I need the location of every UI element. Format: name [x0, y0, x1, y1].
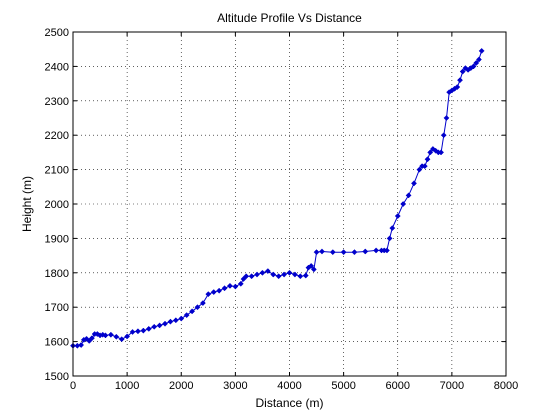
data-point: [362, 248, 369, 255]
y-tick-label: 2400: [45, 61, 69, 73]
data-point: [248, 273, 255, 280]
data-point: [178, 315, 185, 322]
data-point: [405, 192, 412, 199]
data-point: [259, 269, 266, 276]
data-point: [113, 333, 120, 340]
y-axis-label: Height (m): [20, 176, 34, 232]
series-layer: [70, 47, 485, 349]
data-point: [351, 249, 358, 256]
data-point: [156, 322, 163, 329]
data-point: [297, 273, 304, 280]
y-tick-label: 1800: [45, 268, 69, 280]
data-point: [286, 269, 293, 276]
data-point: [232, 283, 239, 290]
data-point: [162, 320, 168, 327]
data-point: [243, 273, 250, 280]
data-point: [205, 291, 212, 298]
data-point: [411, 180, 417, 187]
data-point: [400, 201, 407, 207]
data-point: [88, 335, 95, 342]
y-tick-label: 1600: [45, 337, 69, 349]
data-point: [302, 272, 309, 279]
data-point: [167, 318, 174, 325]
data-point: [102, 332, 109, 339]
data-point: [310, 266, 317, 273]
data-point: [424, 156, 431, 163]
y-tick-label: 2300: [45, 96, 69, 108]
data-point: [124, 333, 131, 340]
x-tick-label: 6000: [386, 380, 410, 392]
y-tick-label: 2000: [45, 199, 69, 211]
data-point: [308, 262, 315, 269]
x-tick-label: 4000: [277, 380, 301, 392]
data-point: [227, 282, 233, 289]
y-tick-label: 1500: [45, 371, 69, 383]
data-point: [183, 312, 190, 319]
tick-labels: 0 1000 2000 3000 4000 5000 6000 7000 8000 1500 160…: [45, 27, 519, 392]
y-tick-label: 1700: [45, 302, 69, 314]
data-point: [373, 247, 380, 254]
y-tick-label: 2500: [45, 27, 69, 39]
data-point: [151, 323, 158, 330]
x-tick-label: 5000: [331, 380, 355, 392]
x-tick-label: 3000: [223, 380, 247, 392]
data-point: [440, 132, 447, 139]
data-point: [470, 63, 477, 70]
y-tick-label: 2200: [45, 130, 69, 142]
data-point: [383, 247, 390, 254]
tick-marks: [72, 31, 507, 377]
data-point: [457, 77, 463, 84]
data-point: [134, 328, 141, 335]
data-point: [459, 68, 466, 75]
x-axis-label: Distance (m): [255, 396, 323, 410]
x-tick-label: 2000: [169, 380, 193, 392]
data-point: [394, 213, 401, 219]
data-point: [386, 235, 393, 242]
data-point: [438, 149, 445, 156]
data-point: [443, 115, 450, 121]
data-point: [78, 342, 85, 348]
x-tick-label: 1000: [115, 380, 139, 392]
data-point: [172, 317, 179, 324]
data-point: [281, 271, 288, 278]
data-point: [216, 287, 223, 294]
data-point: [416, 166, 423, 173]
data-point: [189, 308, 196, 315]
data-point: [473, 60, 480, 66]
data-point: [340, 249, 347, 256]
data-point: [221, 285, 228, 292]
y-tick-label: 1900: [45, 233, 69, 245]
data-point: [118, 336, 125, 343]
data-point: [194, 304, 201, 311]
data-point: [454, 84, 461, 90]
data-point: [199, 300, 206, 307]
data-point: [140, 327, 147, 334]
grid-lines: [73, 32, 506, 376]
chart-title: Altitude Profile Vs Distance: [217, 11, 362, 25]
data-point: [210, 289, 217, 296]
data-point: [329, 249, 336, 256]
x-tick-label: 0: [70, 380, 76, 392]
data-point: [319, 248, 325, 255]
y-tick-label: 2100: [45, 165, 69, 177]
x-tick-label: 7000: [440, 380, 464, 392]
data-point: [313, 249, 320, 256]
x-tick-label: 8000: [494, 380, 518, 392]
data-point: [427, 149, 434, 156]
data-point: [264, 268, 271, 275]
data-point: [270, 271, 277, 278]
data-point: [421, 163, 428, 170]
data-point: [475, 56, 482, 63]
data-point: [275, 273, 282, 280]
data-point: [145, 325, 152, 332]
data-point: [129, 329, 136, 335]
data-point: [107, 331, 114, 338]
data-point: [237, 280, 244, 287]
data-point: [94, 331, 101, 337]
data-point: [389, 225, 396, 232]
data-point: [478, 47, 485, 54]
data-point: [291, 271, 298, 278]
data-point: [254, 271, 260, 278]
